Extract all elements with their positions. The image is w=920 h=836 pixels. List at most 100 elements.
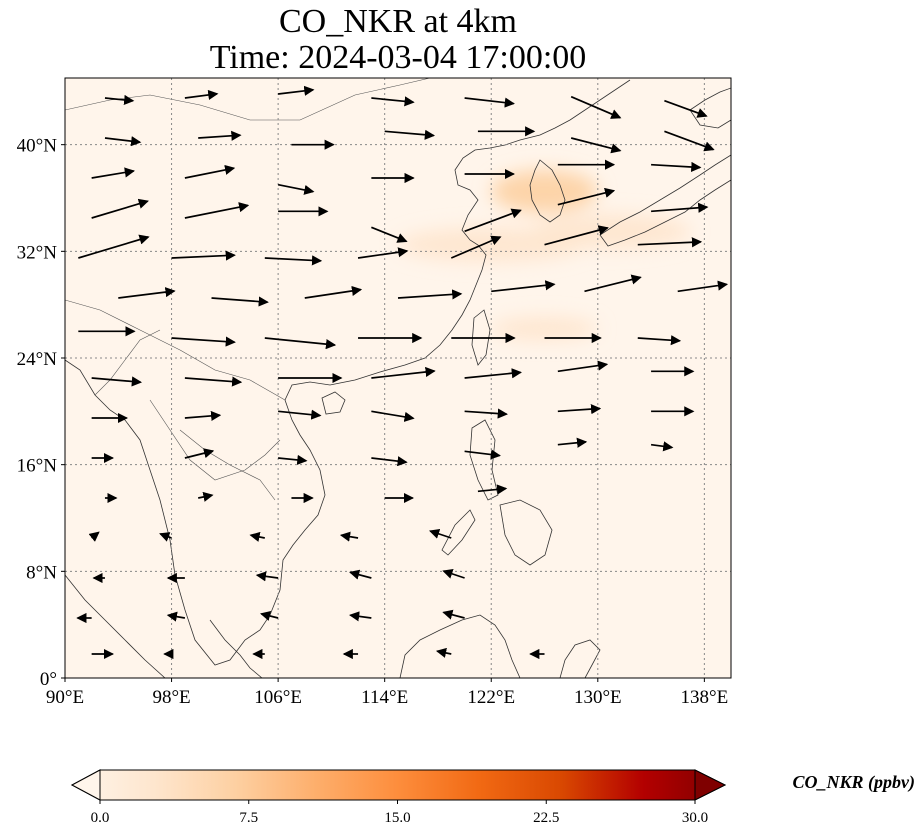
wind-arrow [304,285,363,299]
wind-arrow [91,167,135,179]
wind-arrow [637,335,682,346]
x-tick-label: 98°E [152,687,190,708]
plot-frame [64,77,732,679]
wind-arrow [464,208,522,233]
border-myanmar [94,329,161,396]
colorbar: 0.0 7.5 15.0 22.5 30.0 CO_NKR (ppbv) [70,769,916,826]
colorbar-body [70,769,727,801]
wind-arrow [371,96,415,107]
plot-background [65,78,731,678]
wind-arrow [78,234,150,259]
wind-arrow [664,130,715,152]
wind-arrow [278,409,322,420]
wind-arrow [277,183,315,195]
wind-arrow [464,449,501,460]
concentration-patch [531,214,692,249]
wind-arrow [442,568,465,579]
wind-arrow [435,647,452,658]
y-tick-label: 40°N [17,136,58,157]
wind-arrow [357,247,409,259]
wind-arrow [278,454,308,465]
x-tick-label: 106°E [254,687,302,708]
wind-arrow [278,85,315,96]
wind-arrow [570,95,622,119]
wind-arrow [477,484,508,495]
colorbar-ticks: 0.0 7.5 15.0 22.5 30.0 [91,800,708,826]
x-tick-label: 90°E [46,687,84,708]
wind-arrow [384,129,436,140]
colorbar-tick-label: 0.0 [91,810,110,826]
wind-arrow [544,225,609,246]
wind-arrow [104,94,135,105]
x-tick-label: 130°E [574,687,622,708]
coastline-palawan [441,509,476,556]
y-tick-label: 16°N [17,456,58,477]
wind-arrow [637,237,703,248]
wind-arrow [570,137,622,154]
title-line-1: CO_NKR at 4km [279,3,517,40]
coastline-taiwan [471,309,491,366]
wind-arrow [184,376,243,387]
concentration-patch [491,316,598,341]
wind-arrow [88,531,100,542]
title-line-2: Time: 2024-03-04 17:00:00 [209,39,587,76]
wind-arrow [371,226,408,243]
wind-arrow [651,161,702,173]
wind-arrow [650,441,674,452]
colorbar-label: CO_NKR (ppbv) [793,772,916,793]
wind-arrow [198,491,214,502]
colorbar-extend-low [70,769,101,801]
concentration-field [398,170,692,341]
wind-arrow [159,532,172,542]
coastline-luzon [469,419,499,501]
wind-arrow [371,410,415,422]
coastline-sulawesi [559,639,601,678]
wind-arrow [371,366,436,379]
wind-arrow [584,274,642,293]
wind-vectors [76,85,729,660]
coastline-korea [529,159,566,223]
colorbar-tick-label: 15.0 [384,810,410,826]
coastlines [65,79,731,678]
concentration-patch [491,170,598,213]
wind-arrow [171,336,236,347]
wind-arrow [91,376,142,387]
y-tick-label: 0° [40,669,57,690]
coastline-sumatra [65,574,166,678]
border-china-south [65,299,286,401]
wind-arrow [464,368,522,379]
wind-arrow [260,610,279,621]
wind-arrow [184,164,236,179]
y-tick-label: 24°N [17,349,58,370]
wind-arrow [491,280,556,293]
map-title: CO_NKR at 4km Time: 2024-03-04 17:00:00 [65,4,731,76]
wind-arrow [91,198,149,219]
wind-arrow [664,99,708,118]
x-tick-label: 122°E [467,687,515,708]
axis-ticks: 90°E 98°E 106°E 114°E 122°E 130°E 138°E 0° 8°N 16… [17,136,729,708]
y-tick-label: 8°N [26,562,57,583]
wind-arrow [677,280,729,293]
wind-arrow [264,337,337,350]
wind-arrow [184,89,219,101]
coastline-malaysia [209,619,263,678]
wind-arrow [339,531,359,542]
wind-arrow [171,250,236,261]
wind-arrow [442,609,465,620]
wind-arrow [349,569,372,580]
wind-arrow [349,611,372,622]
wind-arrow [104,136,142,147]
wind-arrow [198,130,242,141]
wind-arrow [464,408,508,419]
y-tick-label: 32°N [17,242,58,263]
x-tick-label: 114°E [361,687,408,708]
colorbar-tick-label: 30.0 [682,810,708,826]
coastline-philippines-south [499,499,553,566]
wind-arrow [184,448,215,459]
border-indochina-1 [149,399,281,481]
wind-arrow [264,255,323,266]
wind-arrow [397,289,463,300]
colorbar-tick-label: 22.5 [533,810,559,826]
wind-arrow [249,531,265,542]
